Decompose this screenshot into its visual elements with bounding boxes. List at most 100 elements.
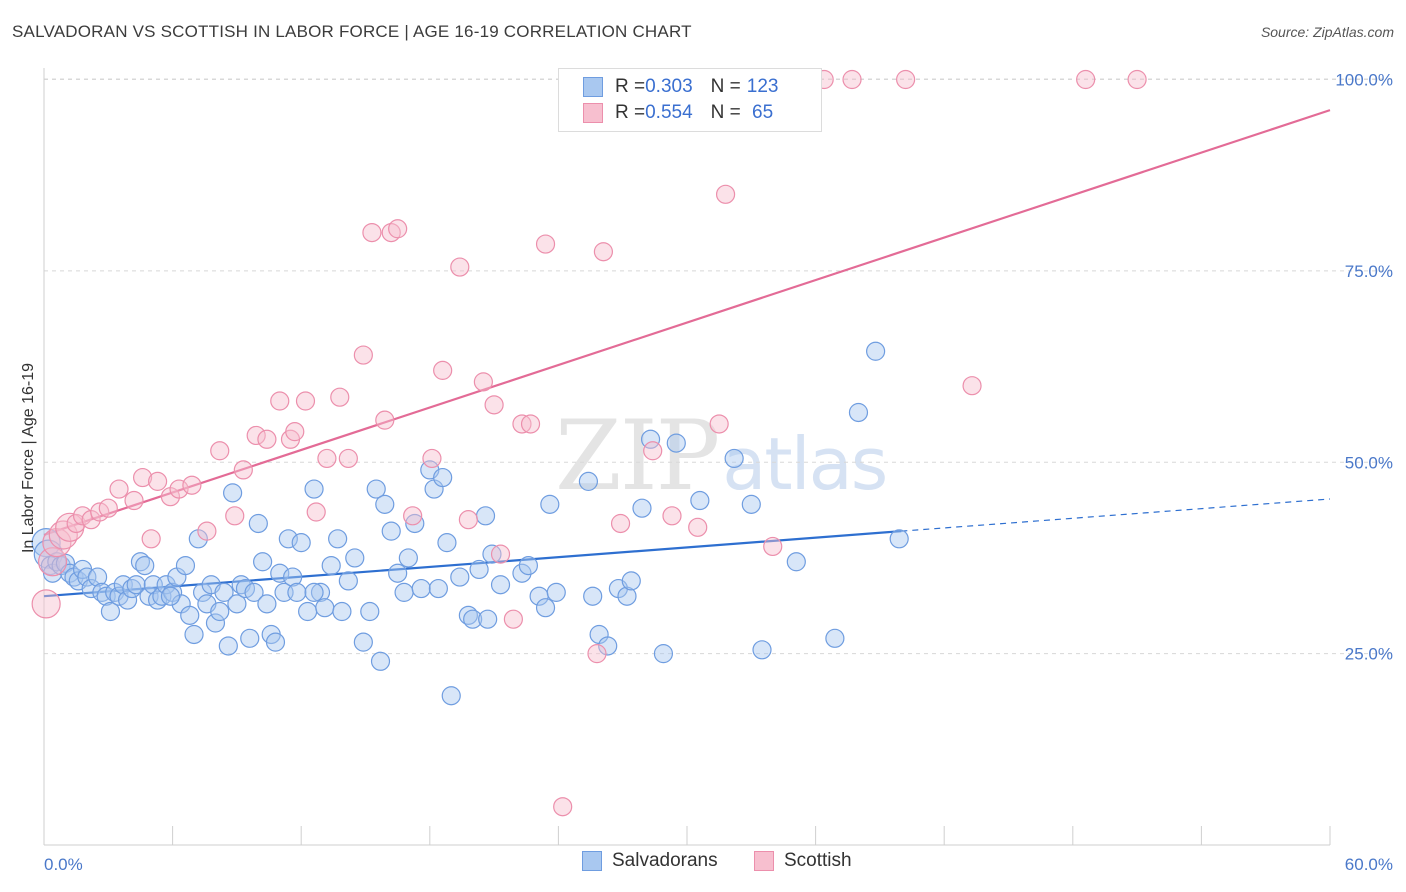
salvadoran-point	[338, 571, 358, 591]
y-tick-label: 75.0%	[1345, 262, 1393, 281]
salvadoran-point	[475, 506, 496, 526]
salvadoran-point	[315, 598, 335, 618]
scottish-point	[503, 609, 523, 629]
salvadoran-point	[375, 494, 395, 514]
scottish-trend-line	[43, 109, 1331, 537]
salvadoran-point	[117, 590, 138, 610]
salvadoran-point	[388, 563, 408, 583]
salvadoran-point	[405, 513, 425, 534]
salvadoran-point	[437, 533, 457, 553]
salvadoran-point	[210, 601, 230, 622]
scottish-point	[662, 506, 682, 526]
salvadoran-point	[248, 513, 268, 534]
salvadoran-point	[366, 479, 386, 499]
correlation-legend: R = 0.303 N = 123 R = 0.554 N = 65	[558, 68, 822, 132]
scottish-point	[257, 429, 277, 449]
legend-n-label: N =	[710, 102, 741, 123]
salvadoran-point	[866, 341, 886, 361]
scottish-point	[338, 448, 358, 469]
scottish-point	[182, 475, 202, 495]
salvadoran-point	[490, 575, 511, 595]
salvadoran-point	[126, 575, 146, 595]
salvadoran-point	[156, 575, 176, 595]
salvadoran-point	[184, 624, 204, 645]
scottish-point	[285, 422, 305, 442]
scottish-points	[31, 69, 1147, 817]
salvadoran-point	[240, 628, 260, 648]
tick-labels: 25.0% 50.0% 75.0% 100.0% 0.0% 60.0% In Labor F…	[20, 71, 1393, 875]
scottish-point	[295, 391, 316, 411]
salvadoran-point	[653, 644, 674, 664]
salvadoran-point	[321, 555, 341, 576]
legend-label-scottish: Scottish	[784, 850, 852, 871]
salvadoran-point	[298, 601, 318, 622]
salvadoran-point	[825, 628, 845, 648]
legend-item-salvadorans[interactable]: Salvadorans	[582, 850, 718, 872]
salvadoran-point	[135, 555, 155, 576]
scottish-point	[225, 506, 245, 526]
salvadoran-point	[752, 640, 772, 660]
scottish-point	[375, 410, 395, 430]
salvadoran-point	[100, 601, 121, 622]
legend-n-label: N =	[710, 76, 741, 97]
salvadorans-trend-extension	[901, 498, 1331, 532]
salvadoran-point	[87, 567, 108, 587]
scottish-point	[450, 257, 470, 277]
salvadoran-point	[463, 609, 483, 629]
legend-item-scottish[interactable]: Scottish	[754, 850, 852, 872]
chart-title: SALVADORAN VS SCOTTISH IN LABOR FORCE | …	[12, 22, 692, 41]
salvadorans-swatch	[582, 851, 602, 871]
scottish-point	[141, 529, 161, 549]
scottish-point	[132, 467, 153, 488]
scottish-point	[330, 387, 350, 407]
salvadoran-point	[77, 567, 97, 587]
salvadoran-point	[283, 567, 303, 587]
scottish-point	[688, 517, 708, 537]
salvadoran-point	[632, 498, 652, 518]
salvadoran-point	[428, 578, 448, 599]
scottish-point	[98, 498, 118, 518]
scottish-swatch	[754, 851, 774, 871]
scottish-point	[1127, 69, 1147, 90]
salvadoran-point	[546, 582, 566, 602]
scottish-point	[403, 506, 423, 526]
scottish-point	[66, 513, 86, 534]
scottish-point	[587, 644, 607, 664]
series-legend: Salvadorans Scottish	[0, 850, 1406, 878]
salvadoran-point	[332, 601, 352, 622]
salvadorans-points	[31, 341, 909, 706]
salvadoran-point	[786, 552, 806, 572]
scottish-point	[270, 391, 290, 411]
scottish-point	[37, 547, 68, 577]
scottish-point	[553, 797, 573, 817]
scottish-point	[31, 589, 61, 619]
scottish-point	[473, 372, 493, 392]
scottish-point	[353, 345, 373, 365]
source-label: Source: ZipAtlas.com	[1260, 24, 1394, 40]
scottish-point	[233, 460, 253, 480]
legend-label-salvadorans: Salvadorans	[612, 850, 718, 871]
salvadoran-point	[398, 548, 418, 568]
salvadoran-point	[278, 529, 298, 549]
watermark-zip: ZIP	[555, 400, 720, 512]
scottish-point	[484, 395, 504, 415]
salvadoran-point	[175, 555, 196, 576]
salvadoran-point	[666, 433, 686, 453]
salvadoran-point	[848, 402, 869, 423]
salvadoran-point	[583, 586, 603, 606]
scottish-point	[715, 184, 736, 204]
scottish-point	[246, 425, 266, 446]
salvadoran-point	[81, 578, 101, 599]
scottish-point	[643, 441, 663, 461]
scottish-point	[422, 448, 442, 469]
salvadoran-point	[265, 632, 286, 652]
salvadoran-point	[180, 605, 200, 625]
salvadoran-point	[441, 686, 461, 706]
scottish-point	[458, 510, 478, 530]
salvadoran-point	[244, 582, 264, 602]
scottish-point	[306, 502, 326, 522]
salvadoran-point	[304, 582, 324, 602]
salvadoran-point	[512, 563, 532, 583]
salvadoran-point	[617, 586, 637, 606]
salvadoran-point	[205, 613, 226, 633]
